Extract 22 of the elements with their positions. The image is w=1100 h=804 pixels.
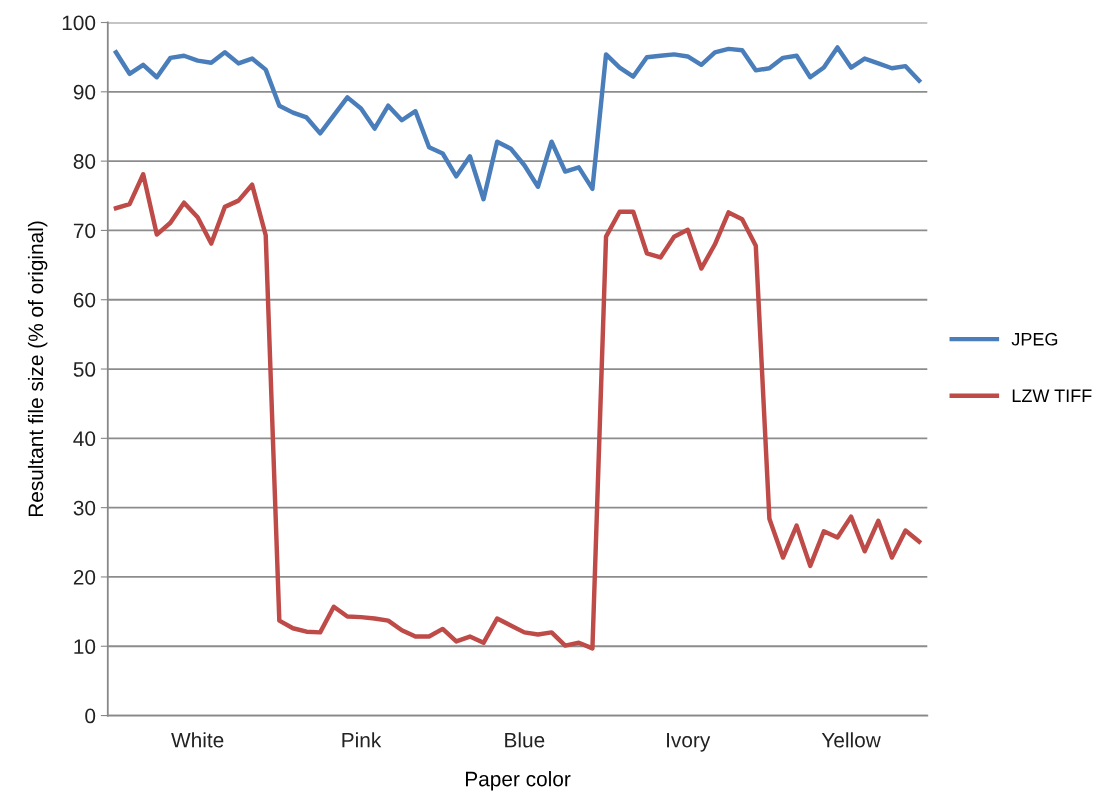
y-tick-label: 10 [74, 639, 96, 655]
x-tick-label: Blue [505, 732, 545, 748]
line-series [113, 45, 922, 202]
x-tick-label: Yellow [821, 732, 881, 748]
y-tick-label: 100 [62, 15, 96, 31]
x-tick-label: White [171, 732, 224, 748]
line-series [113, 172, 922, 651]
y-axis-title: Resultant file size (% of original) [27, 221, 48, 517]
y-tick-label: 70 [73, 223, 96, 239]
x-tick-label: Pink [342, 732, 382, 748]
y-tick-label: 90 [73, 84, 96, 100]
y-tick-label: 80 [73, 154, 96, 169]
y-tick-label: 20 [73, 569, 96, 585]
legend-label: LZW TIFF [1012, 389, 1092, 402]
y-tick-label: 30 [73, 500, 96, 516]
y-tick-label: 50 [73, 362, 96, 377]
x-tick-label: Ivory [667, 732, 711, 752]
legend-label: JPEG [1011, 332, 1058, 346]
y-tick-label: 60 [73, 292, 96, 308]
y-tick-label: 0 [85, 708, 96, 724]
y-tick-label: 40 [73, 431, 96, 447]
x-axis-title: Paper color [465, 771, 571, 791]
